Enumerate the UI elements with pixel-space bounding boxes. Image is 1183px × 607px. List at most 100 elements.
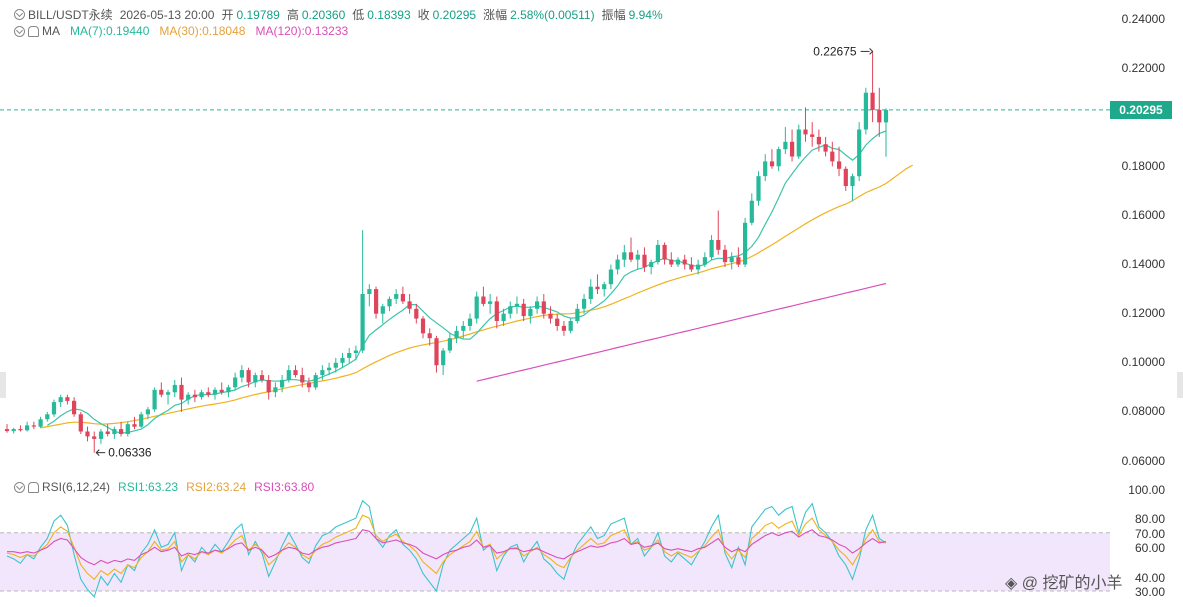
candle — [810, 122, 815, 147]
candle-body — [870, 92, 875, 110]
candle — [293, 365, 298, 378]
scroll-left-handle[interactable] — [0, 372, 6, 398]
candle-body — [280, 380, 285, 388]
candle — [139, 411, 144, 428]
candle-body — [407, 301, 412, 309]
rsi-label[interactable]: RSI(6,12,24) — [42, 480, 111, 494]
candle — [239, 365, 244, 383]
scroll-right-handle[interactable] — [1177, 372, 1183, 398]
candle — [595, 274, 600, 295]
candle — [783, 127, 788, 155]
candle-body — [374, 289, 379, 314]
ohlc-header: BILL/USDT永续 2026-05-13 20:00 开 0.19789 高… — [14, 6, 666, 23]
candle-body — [78, 414, 83, 432]
candle — [233, 372, 238, 390]
candle-body — [642, 254, 647, 267]
candle — [508, 301, 513, 319]
price-tick: 0.24000 — [1121, 12, 1165, 26]
candle-body — [192, 394, 197, 398]
candle-body — [501, 313, 506, 322]
candle — [541, 294, 546, 319]
low-value: 0.18393 — [367, 7, 411, 22]
candle-body — [25, 425, 30, 431]
candle-body — [441, 350, 446, 366]
candle-body — [394, 294, 399, 299]
candle — [92, 431, 97, 453]
close-label: 收 — [417, 8, 430, 22]
candle-body — [736, 257, 741, 265]
candle-body — [380, 306, 385, 314]
open-label: 开 — [221, 8, 234, 22]
candle-body — [259, 375, 265, 380]
candle — [226, 384, 231, 398]
candle — [863, 87, 868, 135]
candle-body — [414, 308, 419, 319]
candle-body — [31, 425, 36, 427]
candle-body — [877, 109, 882, 123]
rsi-line-rsi3 — [7, 529, 887, 566]
candle — [145, 406, 150, 420]
price-tick: 0.06000 — [1121, 454, 1165, 468]
candle-body — [608, 269, 613, 285]
candle-body — [313, 375, 318, 388]
ma-collapse-icon[interactable] — [14, 25, 25, 37]
candle-body — [38, 419, 43, 427]
amplitude-label: 振幅 — [601, 8, 626, 22]
candle — [38, 416, 43, 428]
candle — [340, 352, 345, 368]
candle-body — [293, 370, 298, 375]
candle — [441, 348, 446, 376]
marker-layer: 0.22675 0.06336 — [95, 44, 874, 460]
ma-label[interactable]: MA — [42, 24, 60, 38]
candle — [823, 136, 828, 157]
candle-body — [219, 389, 224, 393]
candle — [367, 284, 372, 307]
candle — [494, 296, 499, 329]
candle — [78, 411, 83, 434]
collapse-toggle-icon[interactable] — [14, 9, 25, 20]
rsi-collapse-icon[interactable] — [14, 481, 25, 493]
candle — [555, 313, 560, 331]
candle — [675, 257, 681, 268]
candle — [280, 375, 285, 393]
candle — [172, 379, 177, 398]
high-marker-label: 0.22675 — [813, 44, 857, 58]
rsi-bell-icon[interactable] — [28, 481, 39, 493]
candle — [374, 286, 379, 319]
candle-body — [488, 301, 493, 304]
candle-body — [112, 429, 117, 434]
candle-body — [669, 259, 674, 265]
candle-body — [327, 367, 332, 371]
candle — [119, 421, 124, 437]
candle — [803, 107, 808, 142]
candle — [219, 382, 224, 395]
candle — [716, 210, 721, 255]
candle — [186, 392, 191, 405]
candle — [548, 306, 553, 324]
candle — [608, 264, 613, 290]
candle — [112, 426, 117, 439]
candle — [488, 294, 493, 314]
candle — [400, 286, 405, 304]
candle-body — [98, 431, 104, 439]
candle — [4, 424, 10, 433]
candle — [796, 124, 801, 159]
ma-legend: MA MA(7):0.19440 MA(30):0.18048 MA(120):… — [14, 24, 351, 38]
candle-body — [105, 431, 110, 434]
candle — [11, 427, 16, 434]
alert-bell-icon[interactable] — [28, 25, 39, 37]
candle — [669, 252, 674, 268]
candle-body — [843, 168, 848, 186]
candle-body — [481, 296, 486, 304]
candle-body — [427, 333, 432, 339]
watermark: ◈ @ 挖矿的小羊 — [1005, 575, 1123, 592]
candle-body — [65, 397, 70, 401]
candle — [568, 318, 573, 334]
candle — [467, 313, 473, 331]
grid-layer — [0, 109, 1110, 592]
candle — [481, 286, 486, 307]
candle-body — [353, 350, 358, 353]
candle-body — [649, 262, 654, 267]
candle — [85, 426, 90, 442]
